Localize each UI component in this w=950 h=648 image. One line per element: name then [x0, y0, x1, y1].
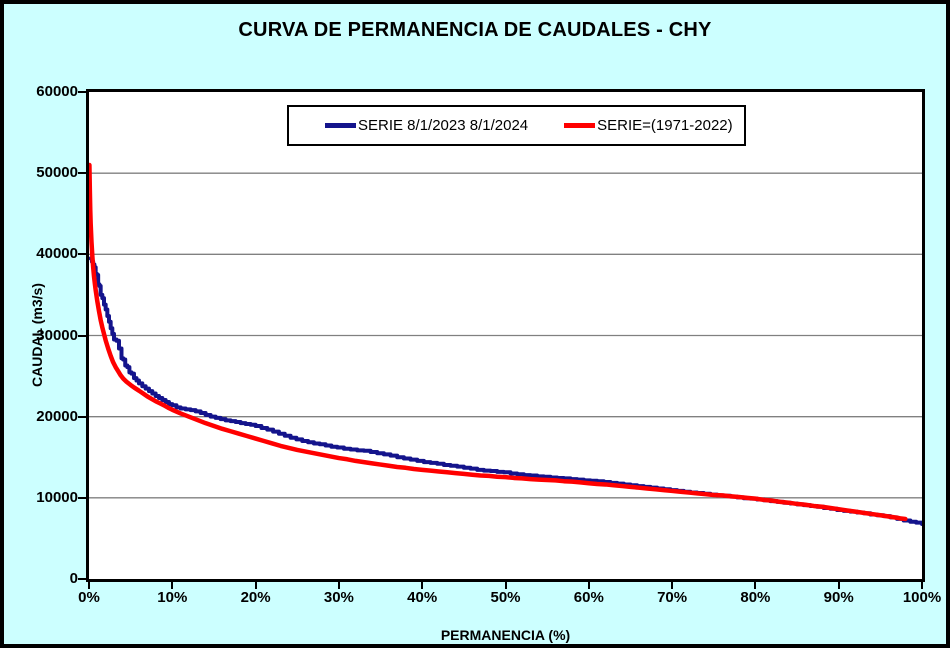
x-tick	[254, 582, 257, 589]
legend-label: SERIE 8/1/2023 8/1/2024	[358, 117, 529, 134]
legend-marker-navy-line	[325, 123, 356, 128]
series-plot-svg	[89, 92, 922, 579]
chart-title: CURVA DE PERMANENCIA DE CAUDALES - CHY	[238, 19, 712, 41]
x-tick-label: 0%	[78, 589, 100, 606]
y-tick-label: 10000	[36, 488, 78, 506]
y-tick	[78, 578, 86, 580]
y-tick-label: 50000	[36, 164, 78, 182]
legend-marker-red-line	[564, 123, 596, 128]
x-tick-label: 10%	[157, 589, 188, 606]
y-tick	[78, 334, 86, 337]
series-line-0	[91, 258, 922, 524]
y-tick	[78, 253, 86, 256]
series-line-1	[89, 165, 905, 519]
x-tick-label: 70%	[657, 589, 688, 606]
x-tick-label: 20%	[240, 589, 271, 606]
plot-area	[86, 89, 925, 582]
legend-box: SERIE 8/1/2023 8/1/2024 SERIE=(1971-2022…	[287, 105, 746, 146]
x-tick	[421, 582, 424, 589]
y-tick	[78, 172, 86, 175]
x-tick	[88, 582, 90, 589]
y-tick	[78, 91, 86, 93]
x-tick	[754, 582, 757, 589]
y-tick	[78, 496, 86, 499]
x-tick-label: 90%	[823, 589, 854, 606]
x-tick	[504, 582, 507, 589]
x-tick	[921, 582, 923, 589]
x-tick	[837, 582, 840, 589]
x-tick-label: 50%	[490, 589, 521, 606]
y-tick-label: 20000	[36, 407, 78, 425]
x-tick-label: 40%	[407, 589, 438, 606]
y-tick-label: 0	[69, 570, 78, 587]
x-tick	[171, 582, 174, 589]
x-tick-label: 80%	[740, 589, 771, 606]
x-tick-label: 60%	[573, 589, 604, 606]
y-tick-label: 40000	[36, 245, 78, 263]
x-tick-label: 100%	[902, 589, 942, 606]
y-tick-label: 60000	[36, 83, 78, 100]
y-tick	[78, 415, 86, 418]
y-tick-label: 30000	[36, 326, 78, 344]
x-tick	[337, 582, 340, 589]
y-axis-title: CAUDAL (m3/s)	[29, 283, 45, 387]
x-tick-label: 30%	[323, 589, 354, 606]
x-axis-title: PERMANENCIA (%)	[440, 627, 571, 643]
legend-label: SERIE=(1971-2022)	[597, 117, 733, 134]
legend-entry-serie-2023-2024: SERIE 8/1/2023 8/1/2024	[325, 117, 528, 134]
x-tick	[587, 582, 590, 589]
legend-entry-serie-1971-2022: SERIE=(1971-2022)	[564, 117, 733, 134]
x-tick	[671, 582, 674, 589]
